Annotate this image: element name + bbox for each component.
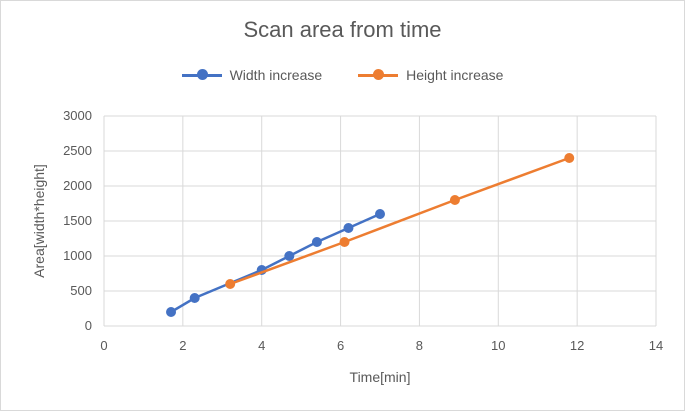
data-point-width-increase bbox=[375, 209, 385, 219]
chart-title: Scan area from time bbox=[243, 17, 442, 42]
x-tick-label: 14 bbox=[649, 338, 663, 353]
data-point-height-increase bbox=[449, 195, 460, 205]
y-tick-label: 2000 bbox=[63, 178, 92, 193]
data-point-height-increase bbox=[339, 237, 350, 247]
series-line-height-increase bbox=[229, 156, 570, 286]
data-point-width-increase bbox=[166, 307, 177, 317]
data-point-width-increase bbox=[343, 223, 354, 233]
y-tick-label: 0 bbox=[85, 318, 92, 333]
y-tick-label: 500 bbox=[70, 283, 92, 298]
legend-label-width-increase: Width increase bbox=[229, 67, 323, 83]
data-point-height-increase bbox=[564, 153, 575, 163]
x-tick-label: 8 bbox=[416, 338, 423, 353]
x-axis-label: Time[min] bbox=[350, 369, 411, 385]
legend-swatch-height-increase bbox=[358, 69, 399, 81]
y-tick-label: 1500 bbox=[63, 213, 92, 228]
y-axis-label: Area[width*height] bbox=[31, 164, 47, 278]
y-tick-label: 3000 bbox=[63, 108, 92, 123]
x-tick-label: 2 bbox=[179, 338, 186, 353]
x-tick-label: 10 bbox=[491, 338, 505, 353]
x-tick-label: 4 bbox=[258, 338, 265, 353]
y-tick-label: 1000 bbox=[63, 248, 92, 263]
data-point-width-increase bbox=[284, 251, 295, 261]
x-tick-label: 6 bbox=[337, 338, 344, 353]
x-tick-label: 0 bbox=[100, 338, 107, 353]
legend-item-height-increase: Height increase bbox=[358, 67, 503, 83]
data-point-width-increase bbox=[189, 293, 200, 303]
data-point-width-increase bbox=[311, 237, 322, 247]
legend-swatch-width-increase bbox=[181, 69, 222, 81]
data-point-height-increase bbox=[225, 279, 236, 289]
legend: Width increase Height increase bbox=[1, 67, 684, 83]
legend-item-width-increase: Width increase bbox=[181, 67, 323, 83]
x-tick-label: 12 bbox=[570, 338, 584, 353]
legend-label-height-increase: Height increase bbox=[406, 67, 504, 83]
y-tick-label: 2500 bbox=[63, 143, 92, 158]
